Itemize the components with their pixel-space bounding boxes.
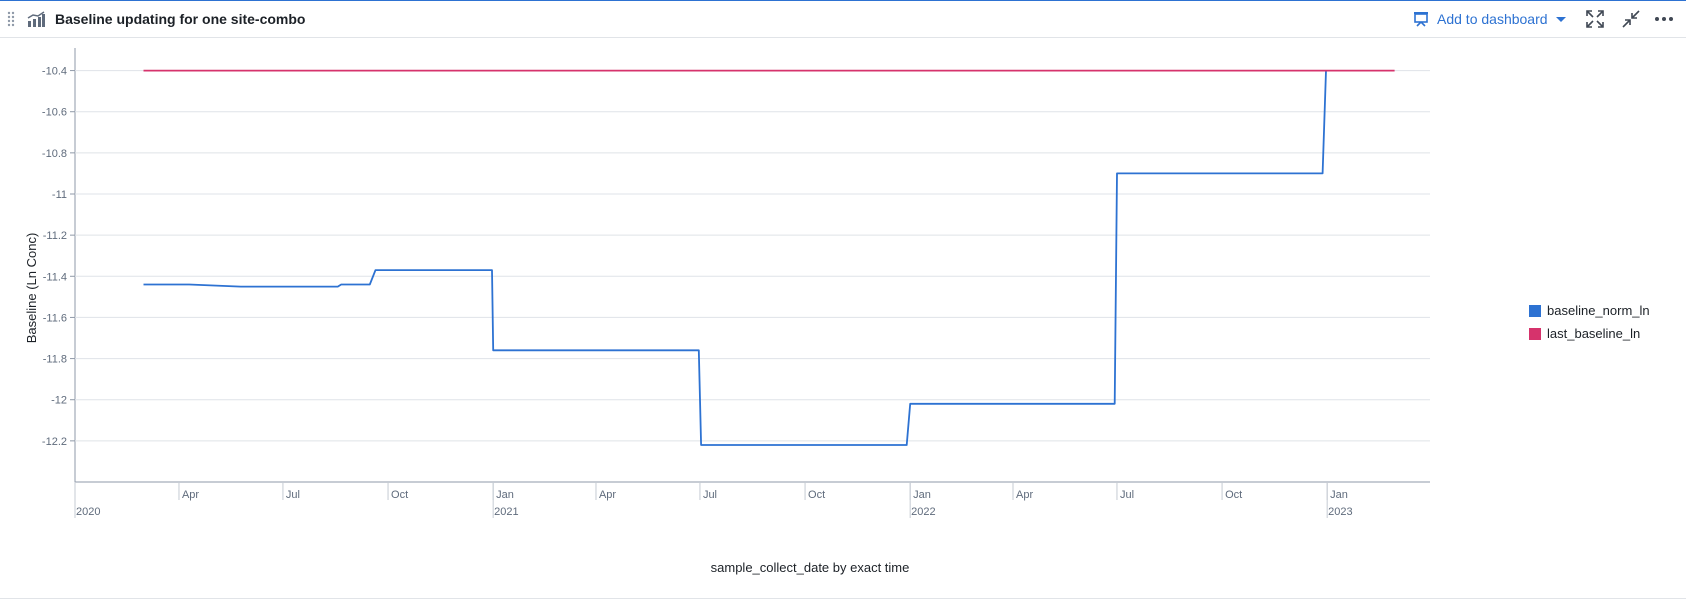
panel-title: Baseline updating for one site-combo (55, 11, 306, 27)
panel-header: Baseline updating for one site-combo Add… (0, 1, 1686, 38)
caret-down-icon[interactable] (1554, 11, 1568, 27)
drag-handle-icon[interactable] (7, 11, 15, 27)
presentation-icon (1414, 12, 1428, 27)
minimize-icon[interactable] (1622, 10, 1640, 28)
x-tick-label: Jul (703, 489, 717, 501)
legend-item-baseline-norm-ln[interactable]: baseline_norm_ln (1529, 299, 1650, 322)
chart-legend: baseline_norm_ln last_baseline_ln (1529, 299, 1650, 345)
series-line-baseline-norm-ln (143, 70, 1327, 446)
y-tick-label: -11 (52, 189, 67, 201)
y-tick-label: -10.8 (42, 148, 67, 160)
x-tick-label: Oct (1225, 489, 1242, 501)
legend-swatch (1529, 304, 1541, 317)
x-axis-label: sample_collect_date by exact time (711, 560, 910, 575)
legend-swatch (1529, 327, 1541, 340)
legend-label: last_baseline_ln (1547, 326, 1641, 341)
x-tick-label: Jul (286, 489, 300, 501)
x-tick-label: Jan (913, 489, 931, 501)
x-tick-label: Jan (1330, 489, 1348, 501)
x-year-label: 2020 (76, 506, 100, 518)
y-tick-label: -12 (51, 395, 67, 407)
y-tick-label: -12.2 (42, 436, 67, 448)
add-to-dashboard-button[interactable]: Add to dashboard (1413, 7, 1548, 31)
add-to-dashboard-label: Add to dashboard (1437, 11, 1548, 27)
legend-label: baseline_norm_ln (1547, 303, 1650, 318)
y-tick-label: -10.4 (42, 66, 67, 78)
panel-bottom-border (0, 598, 1686, 599)
more-icon[interactable] (1654, 11, 1674, 27)
y-tick-label: -11.4 (43, 271, 67, 283)
y-axis-label: Baseline (Ln Conc) (24, 233, 39, 344)
y-tick-label: -11.8 (43, 354, 67, 366)
fullscreen-icon[interactable] (1586, 10, 1604, 28)
legend-item-last-baseline-ln[interactable]: last_baseline_ln (1529, 322, 1650, 345)
line-chart-icon (27, 11, 45, 27)
x-tick-label: Apr (599, 489, 616, 501)
x-tick-label: Oct (808, 489, 825, 501)
x-year-label: 2023 (1328, 506, 1352, 518)
x-tick-label: Jan (496, 489, 514, 501)
x-tick-label: Oct (391, 489, 408, 501)
x-tick-label: Apr (1016, 489, 1033, 501)
y-tick-label: -11.6 (43, 312, 67, 324)
y-tick-label: -11.2 (43, 230, 67, 242)
x-year-label: 2022 (911, 506, 935, 518)
x-year-label: 2021 (494, 506, 518, 518)
panel-top-border (0, 0, 1686, 1)
x-tick-label: Apr (182, 489, 199, 501)
x-tick-label: Jul (1120, 489, 1134, 501)
y-tick-label: -10.6 (42, 107, 67, 119)
line-chart: -10.4 -10.6 -10.8 -11 -11.2 -11.4 -11.6 -11.8 -1… (24, 48, 1430, 575)
